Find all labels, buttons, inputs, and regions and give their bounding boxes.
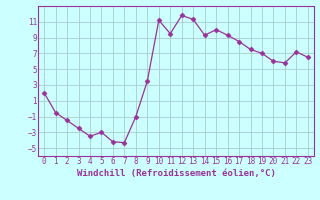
X-axis label: Windchill (Refroidissement éolien,°C): Windchill (Refroidissement éolien,°C) (76, 169, 276, 178)
